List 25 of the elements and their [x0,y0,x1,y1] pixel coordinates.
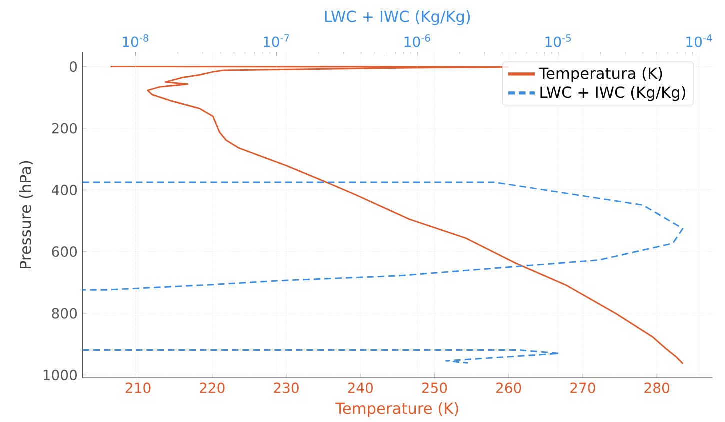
x-axis-title: Temperature (K) [336,402,458,418]
x2-tick-label: 10$^{-6}$ [404,34,430,48]
x2-axis-title: LWC + IWC (Kg/Kg) [325,10,470,26]
line-series [110,66,684,365]
x-tick-label: 230 [274,382,299,394]
x2-tick-label: 10$^{-4}$ [686,34,712,48]
y-tick-label: 1000 [44,370,78,381]
x-tick-label: 240 [348,382,374,394]
y-tick-label: 0 [70,62,78,72]
x-tick-label: 280 [644,382,670,394]
legend-label: Temperatura (K) [539,67,662,82]
y-tick-label: 600 [52,246,78,258]
y-tick-label: 800 [52,308,78,319]
x2-tick-label: 10$^{-5}$ [546,34,571,48]
legend-label: LWC + IWC (Kg/Kg) [540,86,686,102]
x-tick-label: 220 [200,382,225,394]
x-tick-label: 260 [496,382,522,394]
x-tick-label: 270 [570,382,596,394]
x2-tick-label: 10$^{-7}$ [264,34,290,48]
x-tick-label: 210 [126,382,151,394]
x2-tick-label: 10$^{-8}$ [123,34,149,48]
x-tick-label: 250 [422,382,448,394]
y-axis-title: Pressure (hPa) [20,161,34,268]
y-tick-label: 400 [52,184,78,196]
y-tick-label: 200 [52,123,78,134]
